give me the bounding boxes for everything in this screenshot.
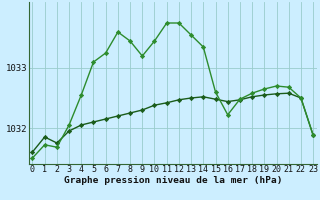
X-axis label: Graphe pression niveau de la mer (hPa): Graphe pression niveau de la mer (hPa) [64, 176, 282, 185]
